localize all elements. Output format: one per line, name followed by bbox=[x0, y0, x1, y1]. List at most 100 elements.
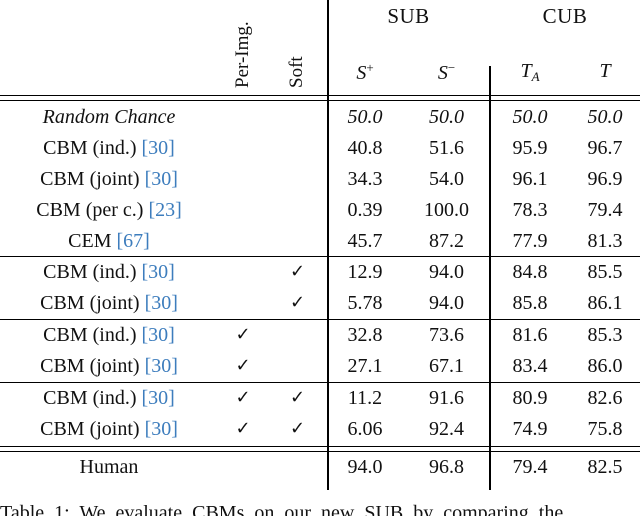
cell-s-minus: 51.6 bbox=[429, 137, 464, 160]
cell-s-minus: 54.0 bbox=[429, 167, 464, 190]
table-caption: Table 1: We evaluate CBMs on our new SUB… bbox=[0, 502, 564, 516]
row-label: CBM (per c.) [23] bbox=[36, 198, 182, 221]
cell-s-plus: 50.0 bbox=[347, 106, 383, 129]
cell-s-plus: 45.7 bbox=[347, 229, 383, 252]
cell-s-plus: 34.3 bbox=[347, 167, 383, 190]
cell-s-minus: 73.6 bbox=[429, 324, 464, 347]
row-label: CBM (joint) [30] bbox=[40, 292, 178, 315]
cell-soft-check: ✓ bbox=[289, 292, 306, 314]
cell-t: 82.6 bbox=[587, 387, 623, 410]
cell-t: 85.3 bbox=[587, 324, 623, 347]
cell-t-a: 95.9 bbox=[512, 137, 548, 160]
cell-s-minus: 87.2 bbox=[429, 229, 464, 252]
cell-t-a: 84.8 bbox=[512, 261, 548, 284]
cell-s-plus: 5.78 bbox=[347, 292, 383, 315]
cell-per-img-check: ✓ bbox=[235, 387, 251, 409]
row-label: CBM (joint) [30] bbox=[40, 167, 178, 190]
table-row: CEM [67] 45.7 87.2 77.9 81.3 bbox=[0, 225, 640, 256]
cell-t-a: 78.3 bbox=[512, 198, 548, 221]
row-label: CBM (ind.) [30] bbox=[43, 261, 175, 284]
cell-t-a: 77.9 bbox=[512, 229, 548, 252]
row-label: Human bbox=[79, 456, 139, 479]
cell-t: 85.5 bbox=[587, 261, 623, 284]
cell-t-a: 81.6 bbox=[512, 324, 548, 347]
cell-s-minus: 91.6 bbox=[429, 387, 464, 410]
cell-s-minus: 100.0 bbox=[424, 198, 469, 221]
column-group-header-cub: CUB bbox=[542, 4, 588, 28]
double-rule-below-header bbox=[0, 95, 640, 101]
cell-t: 81.3 bbox=[587, 229, 623, 252]
table-section-soft: CBM (ind.) [30] ✓ 12.9 94.0 84.8 85.5 CBM (joi… bbox=[0, 257, 640, 320]
table-row: Random Chance 50.0 50.0 50.0 50.0 bbox=[0, 102, 640, 133]
cell-s-plus: 32.8 bbox=[347, 324, 383, 347]
citation-link[interactable]: [30] bbox=[144, 418, 178, 441]
cell-s-plus: 27.1 bbox=[347, 355, 383, 378]
table-body: Random Chance 50.0 50.0 50.0 50.0 CBM (ind.) … bbox=[0, 102, 640, 483]
cell-per-img-check: ✓ bbox=[235, 324, 251, 346]
row-label: CBM (joint) [30] bbox=[40, 418, 178, 441]
cell-t: 96.9 bbox=[587, 167, 623, 190]
cell-t: 50.0 bbox=[587, 106, 623, 129]
table-row: CBM (ind.) [30] 40.8 51.6 95.9 96.7 bbox=[0, 133, 640, 164]
citation-link[interactable]: [30] bbox=[144, 355, 178, 378]
table-section-human: Human 94.0 96.8 79.4 82.5 bbox=[0, 452, 640, 483]
citation-link[interactable]: [30] bbox=[141, 324, 175, 347]
row-label: CBM (ind.) [30] bbox=[43, 387, 175, 410]
vertical-rule-left bbox=[327, 0, 329, 490]
table-section-baselines: Random Chance 50.0 50.0 50.0 50.0 CBM (ind.) … bbox=[0, 102, 640, 257]
cell-t-a: 96.1 bbox=[512, 167, 548, 190]
column-header-per-img: Per-Img. bbox=[232, 21, 253, 88]
cell-s-plus: 40.8 bbox=[347, 137, 383, 160]
cell-soft-check: ✓ bbox=[289, 418, 306, 440]
cell-per-img-check: ✓ bbox=[235, 355, 251, 377]
cell-t: 96.7 bbox=[587, 137, 623, 160]
column-group-header-sub: SUB bbox=[387, 4, 430, 28]
cell-s-minus: 94.0 bbox=[429, 261, 464, 284]
citation-link[interactable]: [30] bbox=[141, 137, 175, 160]
cell-soft-check: ✓ bbox=[289, 387, 306, 409]
column-header-t: T bbox=[599, 60, 611, 82]
row-label: CBM (ind.) [30] bbox=[43, 137, 175, 160]
cell-t-a: 79.4 bbox=[512, 456, 548, 479]
column-header-soft: Soft bbox=[286, 56, 307, 88]
row-label: Random Chance bbox=[42, 106, 176, 129]
cell-t: 86.1 bbox=[587, 292, 623, 315]
cell-t-a: 80.9 bbox=[512, 387, 548, 410]
column-header-s-minus: S− bbox=[437, 60, 456, 84]
cell-t: 82.5 bbox=[587, 456, 623, 479]
table-row: CBM (joint) [30] ✓ 27.1 67.1 83.4 86.0 bbox=[0, 351, 640, 382]
cell-t: 79.4 bbox=[587, 198, 623, 221]
cell-s-minus: 50.0 bbox=[429, 106, 464, 129]
cell-t-a: 74.9 bbox=[512, 418, 548, 441]
double-rule-above-human bbox=[0, 446, 640, 452]
row-label: CBM (joint) [30] bbox=[40, 355, 178, 378]
cell-t: 86.0 bbox=[587, 355, 623, 378]
table-row: CBM (ind.) [30] ✓ 12.9 94.0 84.8 85.5 bbox=[0, 257, 640, 288]
cell-s-minus: 92.4 bbox=[429, 418, 464, 441]
cell-s-plus: 0.39 bbox=[347, 198, 383, 221]
cell-s-plus: 94.0 bbox=[347, 456, 383, 479]
cell-t-a: 83.4 bbox=[512, 355, 548, 378]
citation-link[interactable]: [30] bbox=[144, 167, 178, 190]
table-row: CBM (joint) [30] 34.3 54.0 96.1 96.9 bbox=[0, 164, 640, 195]
cell-s-minus: 67.1 bbox=[429, 355, 464, 378]
citation-link[interactable]: [30] bbox=[144, 292, 178, 315]
citation-link[interactable]: [23] bbox=[148, 198, 182, 221]
vertical-rule-middle bbox=[489, 66, 491, 490]
cell-s-plus: 6.06 bbox=[347, 418, 383, 441]
column-header-s-plus: S+ bbox=[356, 60, 374, 84]
table-row: CBM (joint) [30] ✓ 5.78 94.0 85.8 86.1 bbox=[0, 288, 640, 319]
cell-soft-check: ✓ bbox=[289, 261, 306, 283]
cell-t-a: 50.0 bbox=[512, 106, 548, 129]
cell-s-minus: 94.0 bbox=[429, 292, 464, 315]
citation-link[interactable]: [30] bbox=[141, 387, 175, 410]
cell-t: 75.8 bbox=[587, 418, 623, 441]
citation-link[interactable]: [67] bbox=[116, 229, 150, 252]
column-header-t-a: TA bbox=[520, 60, 540, 84]
table-row: Human 94.0 96.8 79.4 82.5 bbox=[0, 452, 640, 483]
citation-link[interactable]: [30] bbox=[141, 261, 175, 284]
table-row: CBM (joint) [30] ✓ ✓ 6.06 92.4 74.9 75.8 bbox=[0, 414, 640, 445]
table-row: CBM (ind.) [30] ✓ ✓ 11.2 91.6 80.9 82.6 bbox=[0, 383, 640, 414]
table-section-per-img-soft: CBM (ind.) [30] ✓ ✓ 11.2 91.6 80.9 82.6 CBM (jo… bbox=[0, 383, 640, 445]
